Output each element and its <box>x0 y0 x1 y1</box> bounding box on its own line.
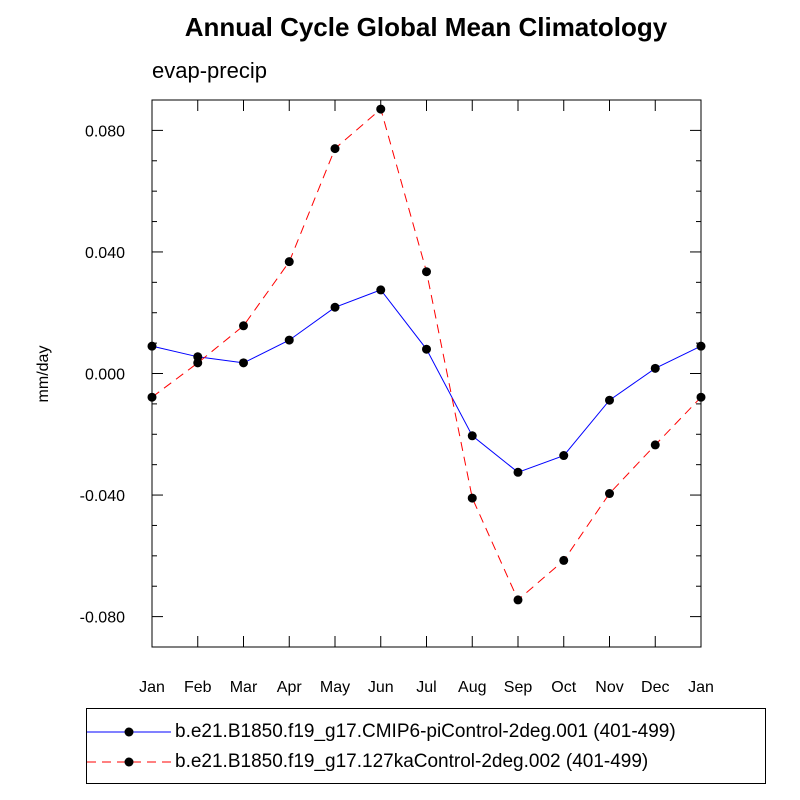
data-point <box>650 363 660 373</box>
data-point <box>559 555 569 565</box>
x-tick-label: Jan <box>139 679 165 696</box>
data-point <box>330 144 340 154</box>
data-point <box>239 321 248 331</box>
data-point <box>239 358 248 368</box>
x-tick-label: Mar <box>230 679 258 696</box>
x-tick-label: Oct <box>551 679 576 696</box>
y-tick-label: 0.040 <box>85 245 125 262</box>
y-tick-label: 0.080 <box>85 123 125 140</box>
data-point <box>513 595 523 605</box>
data-point <box>559 451 569 461</box>
series-markers <box>147 104 706 605</box>
x-tick-label: Aug <box>458 679 486 696</box>
data-point <box>284 335 294 345</box>
x-tick-label: Jun <box>368 679 394 696</box>
x-tick-label: Jul <box>416 679 436 696</box>
data-point <box>284 257 294 267</box>
data-point <box>650 440 660 450</box>
x-tick-label: Feb <box>184 679 212 696</box>
x-tick-label: Jan <box>688 679 714 696</box>
data-point <box>513 467 523 477</box>
y-tick-label: 0.000 <box>85 367 125 384</box>
line-chart: Jan Feb Mar Apr May Jun Jul Aug Sep Oct Nov Dec Jan 0… <box>35 99 714 696</box>
legend-label-1: b.e21.B1850.f19_g17.CMIP6-piControl-2deg… <box>175 721 676 742</box>
x-tick-label: Apr <box>277 679 303 696</box>
axis-ticks <box>151 99 702 648</box>
x-tick-label: May <box>320 679 350 696</box>
legend: b.e21.B1850.f19_g17.CMIP6-piControl-2deg… <box>86 708 766 784</box>
data-point <box>193 358 203 368</box>
y-tick-label: -0.080 <box>80 610 125 627</box>
legend-entry-2: b.e21.B1850.f19_g17.127kaControl-2deg.00… <box>87 747 765 777</box>
data-point <box>605 395 614 405</box>
y-tick-label: -0.040 <box>80 488 125 505</box>
legend-entry-1: b.e21.B1850.f19_g17.CMIP6-piControl-2deg… <box>87 717 765 747</box>
series-line-1 <box>151 289 702 473</box>
tick-labels: Jan Feb Mar Apr May Jun Jul Aug Sep Oct Nov Dec Jan 0… <box>80 123 714 696</box>
x-tick-label: Dec <box>641 679 669 696</box>
data-point <box>467 431 477 441</box>
data-point <box>330 302 340 312</box>
data-point <box>467 493 477 503</box>
series-lines <box>151 108 702 601</box>
chart-subtitle: evap-precip <box>152 58 267 83</box>
legend-line-sample-2 <box>87 757 171 767</box>
legend-line-sample-1 <box>87 727 171 737</box>
data-point <box>376 104 386 114</box>
data-point <box>422 267 431 277</box>
legend-label-2: b.e21.B1850.f19_g17.127kaControl-2deg.00… <box>175 751 649 772</box>
series-line-2 <box>151 108 702 601</box>
y-axis-label: mm/day <box>35 346 52 403</box>
data-point <box>376 285 386 295</box>
data-point <box>422 344 431 354</box>
x-tick-label: Nov <box>595 679 623 696</box>
chart-title: Annual Cycle Global Mean Climatology <box>184 12 668 42</box>
data-point <box>605 489 614 499</box>
x-tick-label: Sep <box>504 679 533 696</box>
plot-frame <box>151 99 702 648</box>
